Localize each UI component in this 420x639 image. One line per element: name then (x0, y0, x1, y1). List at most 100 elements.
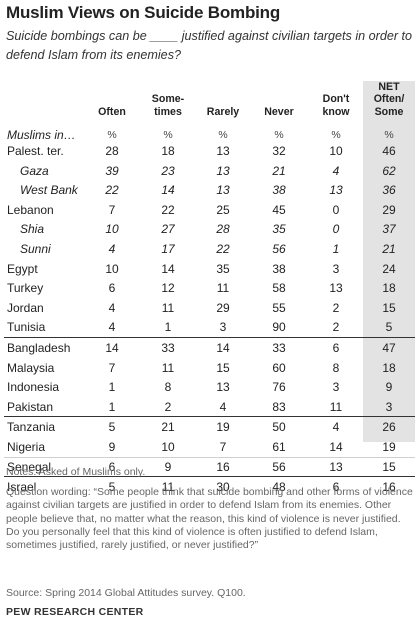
cell-value: 11 (161, 360, 175, 375)
cell-value: 33 (272, 341, 286, 355)
cell-value: 35 (272, 222, 286, 237)
cell-value: 11 (161, 480, 175, 495)
column-header-don-t-know: Don't know (322, 93, 350, 118)
group-separator (4, 416, 415, 417)
unit-label: % (384, 129, 394, 141)
cell-value: 55 (272, 300, 286, 315)
row-label: Tunisia (7, 320, 46, 335)
cell-value: 8 (332, 360, 340, 375)
cell-value: 46 (382, 144, 396, 158)
cell-value: 35 (216, 261, 230, 276)
cell-value: 10 (105, 222, 119, 237)
cell-value: 5 (385, 320, 393, 335)
cell-value: 9 (164, 459, 172, 474)
cell-value: 48 (272, 480, 286, 495)
cell-value: 0 (332, 202, 340, 217)
row-label: Sunni (20, 242, 51, 256)
column-header-often: Often (98, 105, 126, 118)
brand-label: PEW RESEARCH CENTER (6, 606, 144, 618)
cell-value: 13 (216, 163, 230, 178)
row-label: Palest. ter. (7, 144, 64, 158)
cell-value: 1 (332, 242, 340, 256)
column-header-net-often-some: NET Often/Some (373, 80, 405, 118)
row-label: Lebanon (7, 202, 54, 217)
cell-value: 19 (382, 440, 396, 454)
cell-value: 60 (272, 360, 286, 375)
chart-title: Muslim Views on Suicide Bombing (6, 3, 281, 22)
cell-value: 13 (216, 380, 230, 395)
cell-value: 18 (382, 360, 396, 375)
cell-value: 10 (161, 440, 175, 454)
row-label: Bangladesh (7, 341, 71, 355)
table-row: Jordan 4 11 29 55 2 15 (0, 299, 420, 317)
cell-value: 50 (272, 420, 286, 435)
cell-value: 15 (216, 360, 230, 375)
table-row: Tunisia 4 1 3 90 2 5 (0, 318, 420, 336)
table-row: Indonesia 1 8 13 76 3 9 (0, 378, 420, 396)
unit-label: % (163, 129, 173, 141)
cell-value: 5 (108, 480, 116, 495)
row-label: Tanzania (7, 420, 56, 435)
cell-value: 28 (105, 144, 119, 158)
cell-value: 22 (216, 242, 230, 256)
row-label: Nigeria (7, 440, 46, 454)
cell-value: 22 (105, 183, 119, 198)
row-label: West Bank (20, 183, 78, 198)
cell-value: 19 (216, 420, 230, 435)
cell-value: 6 (108, 281, 116, 296)
table-row: Malaysia 7 11 15 60 8 18 (0, 359, 420, 377)
cell-value: 13 (329, 281, 343, 296)
unit-label: % (107, 129, 117, 141)
cell-value: 76 (272, 380, 286, 395)
cell-value: 14 (161, 261, 175, 276)
column-header-sometimes: Some-times (151, 93, 185, 118)
unit-label: % (218, 129, 228, 141)
table-row: Senegal 6 9 16 56 13 15 (0, 458, 420, 476)
cell-value: 9 (108, 440, 116, 454)
cell-value: 29 (382, 202, 396, 217)
cell-value: 39 (105, 163, 119, 178)
cell-value: 3 (332, 261, 340, 276)
cell-value: 0 (332, 222, 340, 237)
cell-value: 22 (161, 202, 175, 217)
notes-text: Notes: Asked of Muslims only. (6, 466, 146, 478)
table-row: Shia 10 27 28 35 0 37 (0, 220, 420, 238)
unit-label: % (274, 129, 284, 141)
cell-value: 11 (161, 300, 175, 315)
cell-value: 4 (332, 420, 340, 435)
cell-value: 6 (108, 459, 116, 474)
cell-value: 9 (385, 380, 393, 395)
cell-value: 7 (108, 202, 116, 217)
table-row: Sunni 4 17 22 56 1 21 (0, 240, 420, 258)
cell-value: 13 (329, 459, 343, 474)
cell-value: 4 (219, 399, 227, 414)
cell-value: 10 (329, 144, 343, 158)
cell-value: 2 (332, 300, 340, 315)
cell-value: 2 (164, 399, 172, 414)
row-label: Indonesia (7, 380, 60, 395)
row-label: Egypt (7, 261, 38, 276)
chart-subtitle: Suicide bombings can be ____ justified a… (6, 29, 413, 62)
row-label: Shia (20, 222, 45, 237)
row-label: Malaysia (7, 360, 55, 375)
cell-value: 13 (216, 144, 230, 158)
cell-value: 15 (382, 300, 396, 315)
cell-value: 56 (272, 242, 286, 256)
table-row: Bangladesh 14 33 14 33 6 47 (0, 339, 420, 357)
table-row: Tanzania 5 21 19 50 4 26 (0, 418, 420, 436)
cell-value: 3 (385, 399, 393, 414)
cell-value: 26 (382, 420, 396, 435)
cell-value: 21 (272, 163, 286, 178)
cell-value: 28 (216, 222, 230, 237)
table-row: Pakistan 1 2 4 83 11 3 (0, 398, 420, 416)
cell-value: 18 (161, 144, 175, 158)
cell-value: 6 (332, 341, 340, 355)
cell-value: 61 (272, 440, 286, 454)
cell-value: 29 (216, 300, 230, 315)
cell-value: 18 (382, 281, 396, 296)
cell-value: 14 (161, 183, 175, 198)
cell-value: 90 (272, 320, 286, 335)
cell-value: 16 (382, 480, 396, 495)
row-label: Turkey (7, 281, 44, 296)
cell-value: 1 (164, 320, 172, 335)
